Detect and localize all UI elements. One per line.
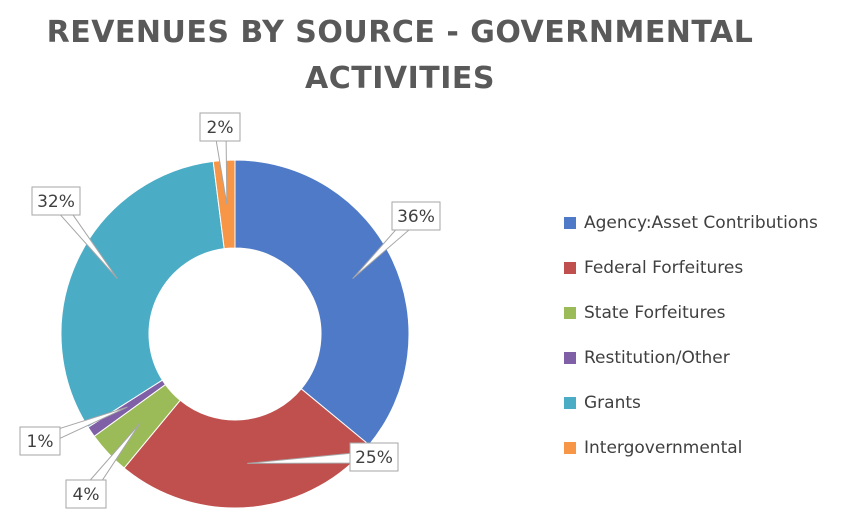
data-label-box	[199, 112, 241, 142]
data-label: 36%	[397, 207, 435, 227]
data-label-box	[19, 426, 61, 456]
chart-title: REVENUES BY SOURCE - GOVERNMENTAL ACTIVI…	[0, 10, 800, 102]
legend-swatch	[564, 351, 576, 364]
legend-label: Federal Forfeitures	[584, 257, 744, 278]
legend-label: State Forfeitures	[584, 302, 726, 323]
legend-label: Intergovernmental	[584, 437, 743, 458]
slice-federal-forfeitures	[123, 388, 370, 509]
legend-swatch	[564, 261, 576, 274]
legend-label: Agency:Asset Contributions	[584, 212, 818, 233]
legend-item: Federal Forfeitures	[564, 245, 818, 290]
data-label: 2%	[207, 118, 234, 138]
legend-label: Grants	[584, 392, 641, 413]
data-label-box	[391, 201, 441, 231]
legend-swatch	[564, 396, 576, 409]
legend-item: Agency:Asset Contributions	[564, 200, 818, 245]
slice-grants	[60, 160, 225, 428]
legend-swatch	[564, 216, 576, 229]
legend-item: Grants	[564, 380, 818, 425]
data-label-box	[349, 442, 399, 472]
legend: Agency:Asset Contributions Federal Forfei…	[564, 200, 818, 470]
data-label-box	[31, 186, 81, 216]
slice-agency-asset-contributions	[234, 159, 410, 446]
chart-title-line-1: REVENUES BY SOURCE - GOVERNMENTAL	[46, 15, 754, 50]
data-label: 32%	[37, 192, 75, 212]
data-label: 1%	[27, 432, 54, 452]
legend-item: State Forfeitures	[564, 290, 818, 335]
legend-item: Intergovernmental	[564, 425, 818, 470]
legend-swatch	[564, 306, 576, 319]
data-label: 4%	[73, 485, 100, 505]
legend-label: Restitution/Other	[584, 347, 730, 368]
data-labels: 36% 25% 4% 1% 32% 2%	[19, 112, 441, 509]
legend-swatch	[564, 441, 576, 454]
chart-title-line-2: ACTIVITIES	[305, 61, 495, 96]
data-label: 25%	[355, 448, 393, 468]
data-label-box	[65, 479, 107, 509]
legend-item: Restitution/Other	[564, 335, 818, 380]
